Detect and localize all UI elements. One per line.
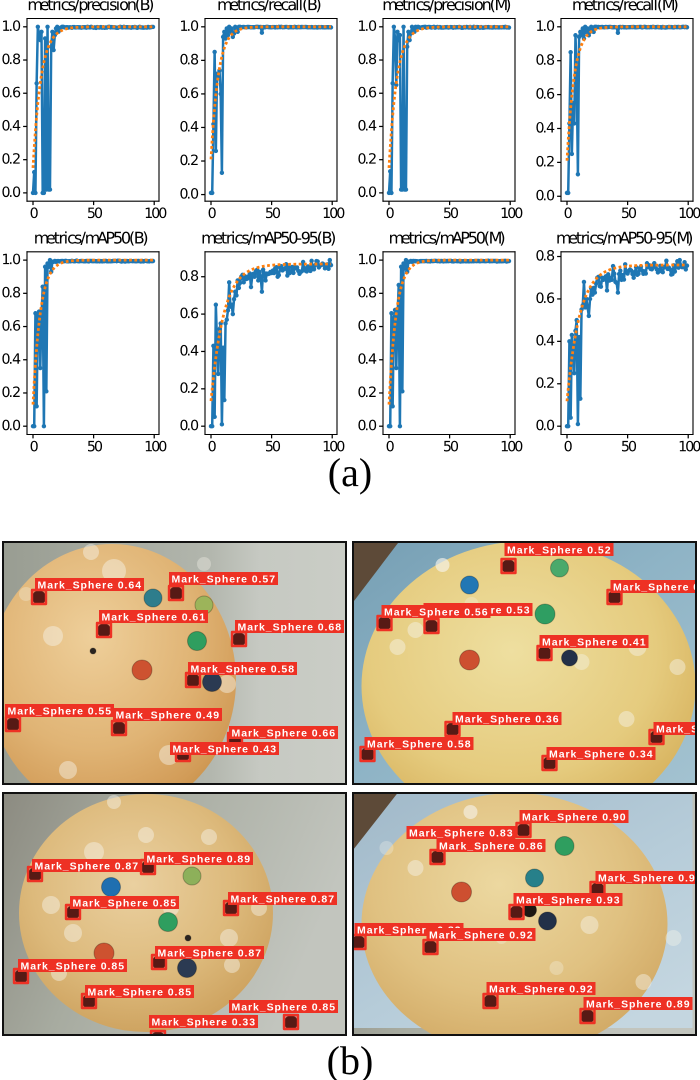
svg-text:Mark_Sphere 0.41: Mark_Sphere 0.41	[542, 636, 647, 648]
svg-text:Mark_Sphere 0.87: Mark_Sphere 0.87	[231, 893, 336, 905]
svg-text:Mark_Sphere 0.33: Mark_Sphere 0.33	[152, 1016, 257, 1028]
svg-text:Mark_Sphere 0.85: Mark_Sphere 0.85	[232, 1001, 337, 1013]
svg-text:Mark_Sphere 0.94: Mark_Sphere 0.94	[598, 872, 695, 884]
svg-text:Mark_Sphere 0.86: Mark_Sphere 0.86	[439, 840, 544, 852]
svg-text:Mark_Sphere 0.68: Mark_Sphere 0.68	[238, 621, 343, 633]
svg-text:Mark_Sphere 0.66: Mark_Sphere 0.66	[232, 727, 337, 739]
svg-text:Mark_Sphere 0.89: Mark_Sphere 0.89	[586, 998, 691, 1010]
svg-text:Mark_Sphere 0.85: Mark_Sphere 0.85	[73, 897, 178, 909]
svg-text:Mark_Sphere 0.87: Mark_Sphere 0.87	[35, 860, 140, 872]
svg-text:Mark_Sphere 0.58: Mark_Sphere 0.58	[191, 663, 296, 675]
svg-text:Mark_Sphere 0.56: Mark_Sphere 0.56	[384, 606, 489, 618]
svg-text:Mark_Sphere 0.58: Mark_Sphere 0.58	[367, 738, 472, 750]
svg-text:Mark_Sphere 0.57: Mark_Sphere 0.57	[172, 573, 277, 585]
svg-text:Mark_Sphere 0.90: Mark_Sphere 0.90	[522, 811, 627, 823]
svg-text:Mark_Sphere 0.36: Mark_Sphere 0.36	[455, 713, 560, 725]
svg-text:Mark_Sphere 0.92: Mark_Sphere 0.92	[429, 929, 534, 941]
svg-text:Mark_Sphere 0.85: Mark_Sphere 0.85	[88, 986, 193, 998]
svg-text:Mark_Sphere 0.52: Mark_Sphere 0.52	[507, 544, 612, 556]
svg-text:Mark_Sphere 0.83: Mark_Sphere 0.83	[409, 827, 514, 839]
svg-text:Mark_Sphere 0.49: Mark_Sphere 0.49	[116, 709, 221, 721]
svg-text:Mark_Sphere 0.43: Mark_Sphere 0.43	[173, 743, 278, 755]
svg-text:Mark_Sphere 0.55: Mark_Sphere 0.55	[8, 705, 113, 717]
svg-text:Mark_Sphere 0.93: Mark_Sphere 0.93	[516, 894, 621, 906]
svg-text:Mark_Sphere 0.89: Mark_Sphere 0.89	[147, 853, 252, 865]
svg-text:Mark_Sphere 0.85: Mark_Sphere 0.85	[21, 960, 126, 972]
svg-text:Mark_Sphere 0.37: Mark_Sphere 0.37	[656, 723, 695, 735]
svg-text:Mark_Sphere 0.60: Mark_Sphere 0.60	[613, 581, 695, 593]
svg-text:Mark_Sphere 0.87: Mark_Sphere 0.87	[158, 947, 263, 959]
svg-text:Mark_Sphere 0.92: Mark_Sphere 0.92	[489, 983, 594, 995]
svg-text:Mark_Sphere 0.34: Mark_Sphere 0.34	[549, 748, 654, 760]
svg-text:Mark_Sphere 0.64: Mark_Sphere 0.64	[38, 579, 143, 591]
svg-text:Mark_Sphere 0.61: Mark_Sphere 0.61	[102, 611, 207, 623]
